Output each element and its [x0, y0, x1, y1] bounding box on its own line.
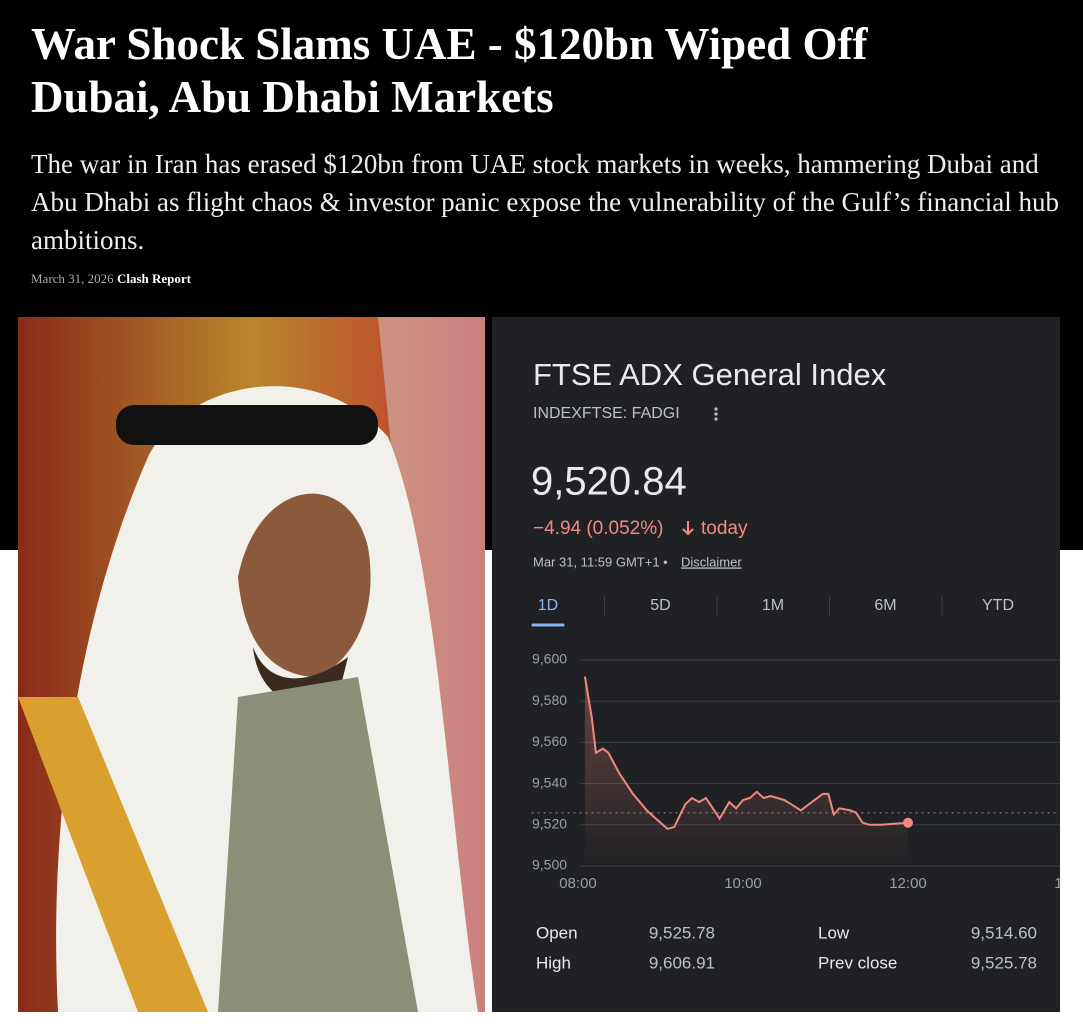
- range-tab[interactable]: YTD: [982, 597, 1014, 614]
- last-point: [903, 817, 913, 828]
- x-tick-label: 12:00: [889, 875, 927, 892]
- stat-label: High: [536, 953, 571, 972]
- quote-card: FTSE ADX General Index INDEXFTSE: FADGI …: [492, 317, 1060, 1012]
- y-tick-label: 9,520: [532, 816, 567, 832]
- y-tick-label: 9,500: [532, 857, 567, 873]
- range-tab[interactable]: 5D: [650, 597, 670, 614]
- range-tab[interactable]: 6M: [874, 597, 896, 614]
- stat-label: Prev close: [818, 953, 897, 972]
- author[interactable]: Clash Report: [116, 271, 191, 286]
- x-tick-label: 14:00: [1054, 875, 1060, 892]
- stat-value: 9,514.60: [971, 923, 1037, 942]
- disclaimer-link[interactable]: Disclaimer: [681, 554, 742, 569]
- index-name: FTSE ADX General Index: [533, 357, 887, 392]
- stat-label: Low: [818, 923, 850, 942]
- price: 9,520.84: [531, 460, 687, 504]
- date: March 31, 2026: [31, 271, 114, 286]
- change: −4.94 (0.052%): [533, 518, 663, 539]
- timestamp: Mar 31, 11:59 GMT+1 •: [533, 554, 668, 569]
- area: [584, 676, 908, 866]
- stat-value: 9,525.78: [971, 953, 1037, 972]
- stat-value: 9,606.91: [649, 953, 715, 972]
- ticker: INDEXFTSE: FADGI: [533, 405, 680, 422]
- x-tick-label: 08:00: [559, 875, 597, 892]
- y-tick-label: 9,540: [532, 774, 567, 790]
- y-tick-label: 9,560: [532, 733, 567, 749]
- byline: March 31, 2026 Clash Report: [31, 271, 191, 287]
- range-tab[interactable]: 1M: [762, 597, 784, 614]
- y-tick-label: 9,580: [532, 692, 567, 708]
- range-tab[interactable]: 1D: [538, 597, 558, 614]
- summary: The war in Iran has erased $120bn from U…: [31, 149, 1059, 255]
- line: [583, 676, 909, 831]
- change-suffix: today: [701, 518, 748, 539]
- photo: [18, 317, 485, 1012]
- headline: War Shock Slams UAE - $120bn Wiped Off D…: [31, 19, 868, 122]
- x-tick-label: 10:00: [724, 875, 762, 892]
- stat-label: Open: [536, 923, 578, 942]
- stat-value: 9,525.78: [649, 923, 715, 942]
- y-tick-label: 9,600: [532, 651, 567, 667]
